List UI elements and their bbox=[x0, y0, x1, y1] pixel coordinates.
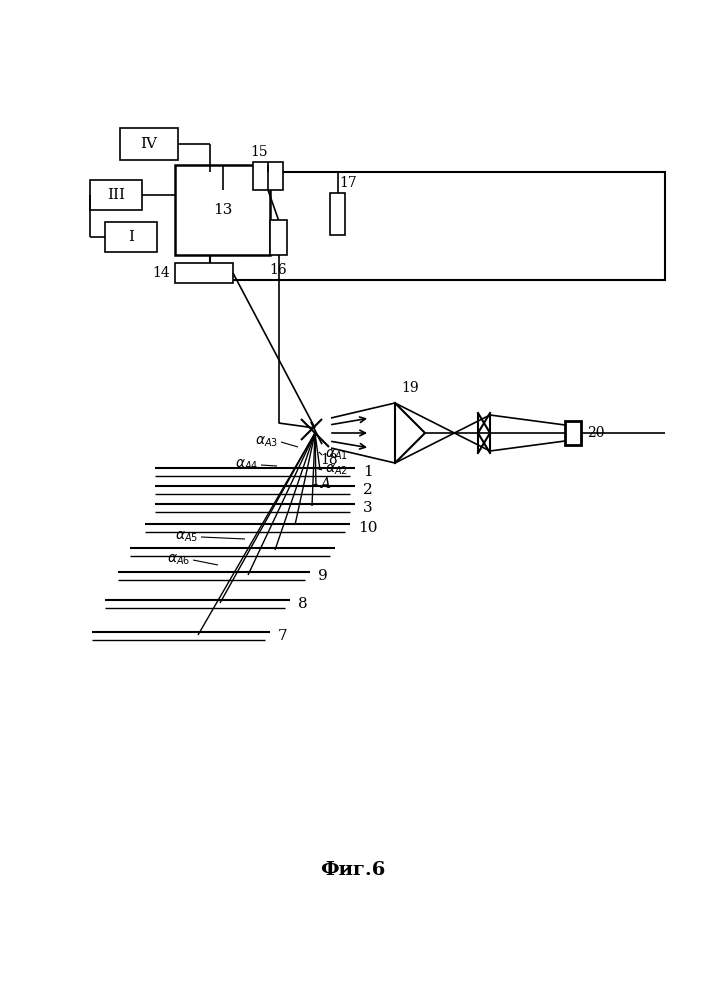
Text: 14: 14 bbox=[152, 266, 170, 280]
Text: 13: 13 bbox=[213, 203, 232, 217]
Bar bbox=[105, 222, 157, 252]
Text: 7: 7 bbox=[278, 629, 288, 643]
Bar bbox=[90, 180, 142, 210]
Text: $\alpha_{A6}$: $\alpha_{A6}$ bbox=[167, 553, 190, 567]
Text: A: A bbox=[320, 477, 330, 491]
Bar bbox=[210, 172, 665, 280]
Text: 2: 2 bbox=[363, 483, 373, 497]
Text: IV: IV bbox=[141, 137, 158, 151]
Text: 15: 15 bbox=[250, 145, 268, 159]
Text: 9: 9 bbox=[318, 569, 328, 583]
Text: III: III bbox=[107, 188, 125, 202]
Bar bbox=[120, 128, 178, 160]
Bar bbox=[253, 162, 283, 190]
Bar bbox=[330, 193, 345, 235]
Text: I: I bbox=[128, 230, 134, 244]
Bar bbox=[270, 220, 287, 255]
Text: 17: 17 bbox=[339, 176, 357, 190]
Text: 18: 18 bbox=[320, 453, 338, 467]
Text: 19: 19 bbox=[401, 381, 419, 395]
Text: 8: 8 bbox=[298, 597, 308, 611]
Bar bbox=[175, 263, 233, 283]
Bar bbox=[565, 421, 581, 445]
Text: $\alpha_{A1}$: $\alpha_{A1}$ bbox=[325, 448, 348, 462]
Text: $\alpha_{A5}$: $\alpha_{A5}$ bbox=[175, 530, 198, 544]
Text: 1: 1 bbox=[363, 465, 373, 479]
Text: 3: 3 bbox=[363, 501, 373, 515]
Text: 20: 20 bbox=[587, 426, 604, 440]
Text: Фиг.6: Фиг.6 bbox=[320, 861, 386, 879]
Text: $\alpha_{A2}$: $\alpha_{A2}$ bbox=[325, 463, 348, 477]
Text: 10: 10 bbox=[358, 521, 378, 535]
Text: $\alpha_{A3}$: $\alpha_{A3}$ bbox=[255, 435, 278, 449]
Text: 16: 16 bbox=[269, 263, 287, 277]
Bar bbox=[175, 165, 270, 255]
Text: $\alpha_{A4}$: $\alpha_{A4}$ bbox=[235, 458, 258, 472]
